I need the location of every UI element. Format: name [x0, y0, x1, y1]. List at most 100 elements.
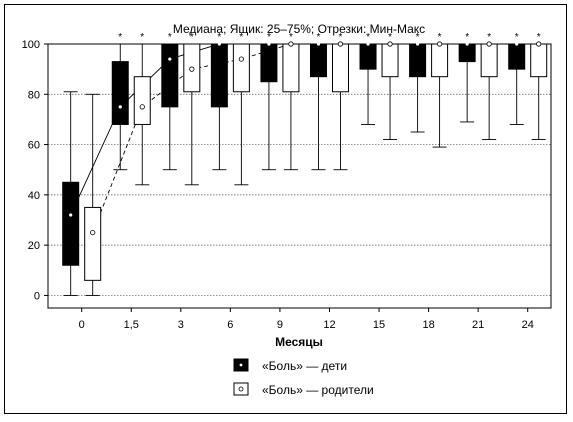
median-marker — [515, 42, 519, 46]
x-tick-label: 12 — [323, 319, 335, 331]
box-iqr — [530, 43, 548, 78]
box-children — [309, 42, 327, 171]
median-marker — [139, 104, 145, 110]
x-tick-label: 3 — [178, 319, 184, 331]
x-tick-label: 6 — [227, 319, 233, 331]
box-children — [161, 43, 179, 171]
median-marker — [337, 41, 344, 47]
significance-asterisk: * — [366, 32, 370, 43]
box-parents — [232, 43, 250, 186]
x-axis-title: Месяцы — [275, 335, 323, 349]
significance-asterisk: * — [416, 32, 420, 43]
box-children — [210, 42, 228, 171]
box-iqr — [359, 43, 377, 70]
x-tick-label: 1,5 — [124, 319, 139, 331]
median-marker — [486, 41, 492, 47]
significance-asterisk: * — [140, 32, 144, 43]
box-parents — [282, 41, 300, 171]
y-tick-label: 60 — [28, 140, 40, 152]
box-iqr — [260, 43, 278, 83]
boxes — [62, 41, 548, 296]
box-iqr — [458, 43, 476, 63]
median-marker — [366, 42, 370, 46]
median-marker — [118, 105, 122, 109]
significance-asterisk: * — [339, 32, 343, 43]
median-marker — [238, 56, 244, 62]
median-marker — [387, 41, 393, 47]
x-tick-label: 15 — [373, 319, 385, 331]
median-marker — [436, 41, 443, 47]
y-tick-label: 40 — [28, 190, 40, 202]
box-children — [409, 42, 427, 133]
significance-asterisk: * — [515, 32, 519, 43]
box-iqr — [84, 206, 102, 281]
legend-label: «Боль» — родители — [262, 383, 374, 397]
significance-asterisk: * — [465, 32, 469, 43]
median-marker — [288, 41, 294, 47]
significance-asterisk: * — [438, 32, 442, 43]
legend-marker — [238, 386, 244, 392]
box-iqr — [409, 43, 427, 78]
legend: «Боль» — дети «Боль» — родители — [233, 358, 374, 397]
box-iqr — [309, 43, 327, 78]
box-parents — [183, 43, 201, 186]
box-iqr — [133, 76, 151, 125]
significance-asterisk: * — [267, 32, 271, 43]
x-tick-label: 18 — [422, 319, 434, 331]
median-marker — [168, 57, 172, 61]
box-iqr — [111, 61, 129, 125]
box-iqr — [232, 43, 250, 93]
median-marker — [465, 42, 469, 46]
significance-markers: * * * * * * * * * * * * * * * * * * — [118, 32, 540, 43]
significance-asterisk: * — [168, 32, 172, 43]
x-tick-label: 0 — [79, 319, 85, 331]
median-marker — [536, 41, 542, 47]
box-iqr — [431, 43, 449, 78]
legend-label: «Боль» — дети — [262, 359, 347, 373]
median-marker — [69, 213, 73, 217]
significance-asterisk: * — [289, 32, 293, 43]
median-marker — [316, 42, 321, 46]
median-marker — [217, 42, 221, 46]
median-marker — [90, 229, 96, 236]
box-iqr — [480, 43, 498, 78]
significance-asterisk: * — [317, 32, 321, 43]
box-children — [359, 42, 377, 125]
significance-asterisk: * — [217, 32, 221, 43]
box-iqr — [508, 43, 526, 70]
y-tick-label: 100 — [22, 39, 40, 51]
box-children — [111, 43, 129, 171]
median-marker — [189, 66, 195, 72]
x-tick-label: 24 — [522, 319, 534, 331]
median-marker — [267, 42, 271, 46]
box-parents — [431, 41, 449, 148]
box-parents — [331, 41, 349, 171]
median-marker — [415, 42, 420, 46]
legend-marker — [239, 363, 243, 367]
box-iqr — [331, 43, 349, 93]
box-parents — [480, 41, 498, 140]
box-iqr — [210, 43, 228, 108]
significance-asterisk: * — [388, 32, 392, 43]
x-tick-label: 9 — [277, 319, 283, 331]
box-parents — [133, 43, 151, 186]
chart-title: Медиана; Ящик: 25–75%; Отрезки: Мин-Макс — [173, 22, 425, 36]
y-tick-label: 80 — [28, 89, 40, 101]
y-tick-label: 20 — [28, 240, 40, 252]
box-parents — [530, 41, 548, 140]
legend-item-children: «Боль» — дети — [233, 358, 347, 373]
box-children — [508, 42, 526, 125]
box-parents — [381, 41, 399, 140]
significance-asterisk: * — [487, 32, 491, 43]
significance-asterisk: * — [239, 32, 243, 43]
box-iqr — [161, 43, 179, 108]
legend-item-parents: «Боль» — родители — [233, 382, 374, 397]
box-children — [62, 91, 80, 296]
y-tick-label: 0 — [34, 290, 40, 302]
box-iqr — [381, 43, 399, 78]
significance-asterisk: * — [118, 32, 122, 43]
box-iqr — [282, 43, 300, 93]
significance-asterisk: * — [190, 32, 194, 43]
box-parents — [84, 93, 102, 296]
